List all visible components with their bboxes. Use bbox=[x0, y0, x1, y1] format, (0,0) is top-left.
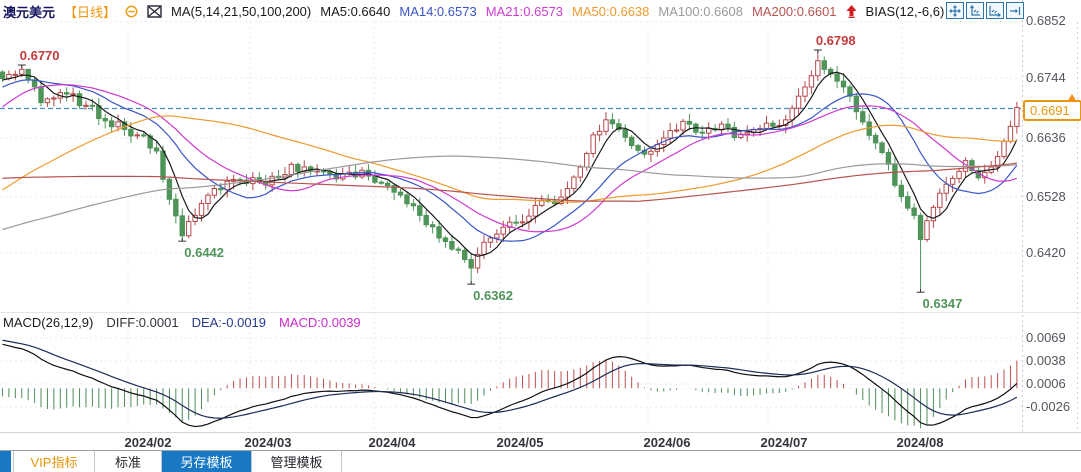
pan-icon[interactable] bbox=[946, 2, 964, 19]
signal-up-icon bbox=[846, 4, 857, 18]
extreme-price-label: 0.6798 bbox=[815, 32, 856, 48]
price-axis-tick: 0.6636 bbox=[1026, 130, 1066, 145]
price-up-arrow-icon bbox=[1067, 94, 1077, 102]
price-axis-tick: 0.6420 bbox=[1026, 245, 1066, 260]
shift-right-icon[interactable] bbox=[1006, 2, 1024, 19]
macd-diff-value: DIFF:0.0001 bbox=[106, 314, 179, 330]
x-axis-tick: 2024/03 bbox=[244, 435, 292, 450]
extreme-price-label: 0.6347 bbox=[922, 296, 963, 312]
template-tabbar: VIP指标 标准 另存模板 管理模板 bbox=[0, 450, 1081, 472]
ma50-value: MA50:0.6638 bbox=[572, 3, 650, 19]
macd-params-label: MACD(26,12,9) bbox=[3, 314, 94, 330]
ma14-value: MA14:0.6573 bbox=[399, 3, 477, 19]
tab-save-template[interactable]: 另存模板 bbox=[162, 451, 252, 472]
chart-header: 澳元美元 【日线】 MA(5,14,21,50,100,200) MA5:0.6… bbox=[0, 0, 1081, 22]
extreme-price-label: 0.6770 bbox=[19, 48, 60, 64]
macd-axis-tick: 0.0006 bbox=[1026, 376, 1066, 391]
snapshot-icon[interactable] bbox=[147, 4, 162, 18]
macd-header: MACD(26,12,9) DIFF:0.0001 DEA:-0.0019 MA… bbox=[3, 314, 361, 330]
timeframe-label[interactable]: 【日线】 bbox=[64, 4, 117, 20]
extreme-price-label: 0.6442 bbox=[184, 245, 225, 261]
x-axis-tick: 2024/08 bbox=[896, 435, 944, 450]
extreme-price-label: 0.6362 bbox=[473, 288, 513, 304]
x-axis-tick: 2024/04 bbox=[368, 435, 416, 450]
symbol-name: 澳元美元 bbox=[3, 4, 56, 20]
chart-toolbar bbox=[946, 2, 1024, 19]
bias-label: BIAS(12,-6,6) bbox=[865, 3, 945, 19]
x-scale-icon[interactable] bbox=[986, 2, 1004, 19]
x-axis-tick: 2024/06 bbox=[643, 435, 691, 450]
x-axis-tick: 2024/07 bbox=[760, 435, 808, 450]
tab-manage-template[interactable]: 管理模板 bbox=[252, 451, 342, 472]
price-axis-tick: 0.6744 bbox=[1026, 70, 1066, 85]
macd-axis-tick: 0.0069 bbox=[1026, 330, 1066, 345]
tab-standard[interactable]: 标准 bbox=[95, 451, 162, 472]
ma100-value: MA100:0.6608 bbox=[658, 3, 743, 19]
x-axis-tick: 2024/05 bbox=[496, 435, 544, 450]
tabbar-accent bbox=[0, 451, 11, 472]
ma200-value: MA200:0.6601 bbox=[751, 3, 837, 19]
price-axis-tick: 0.6852 bbox=[1026, 13, 1066, 28]
x-axis-tick: 2024/02 bbox=[124, 435, 172, 450]
price-axis-tick: 0.6528 bbox=[1026, 189, 1066, 204]
collapse-icon[interactable] bbox=[125, 5, 138, 18]
ma21-value: MA21:0.6573 bbox=[485, 3, 564, 19]
macd-dea-value: DEA:-0.0019 bbox=[191, 314, 267, 330]
macd-macd-value: MACD:0.0039 bbox=[279, 314, 361, 330]
ma5-value: MA5:0.6640 bbox=[320, 3, 391, 19]
ma-settings-label: MA(5,14,21,50,100,200) bbox=[171, 3, 312, 19]
y-scale-icon[interactable] bbox=[966, 2, 984, 19]
last-price-tag: 0.6691 bbox=[1023, 100, 1081, 121]
macd-axis-tick: -0.0026 bbox=[1026, 399, 1071, 414]
tab-vip-indicators[interactable]: VIP指标 bbox=[13, 451, 95, 472]
macd-axis-tick: 0.0038 bbox=[1026, 353, 1066, 368]
